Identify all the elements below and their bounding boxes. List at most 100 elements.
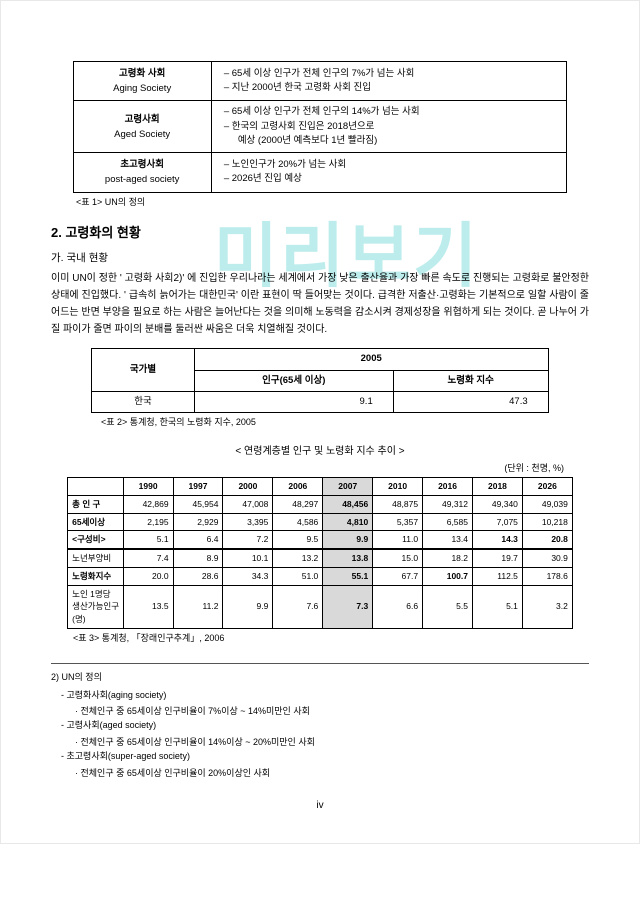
table-row: 총 인 구42,86945,95447,00848,29748,45648,87…: [68, 495, 573, 513]
t3-cell: 7.4: [123, 549, 173, 567]
t3-y6: 2016: [423, 478, 473, 496]
t3-y3: 2006: [273, 478, 323, 496]
t3-cell: 20.0: [123, 567, 173, 585]
t3-y8: 2026: [522, 478, 572, 496]
t3-cell: 5.1: [123, 531, 173, 549]
t3-y7: 2018: [473, 478, 523, 496]
fn-item-2: - 초고령사회(super-aged society): [61, 749, 589, 763]
t3-cell: 30.9: [522, 549, 572, 567]
t3-cell: 2,929: [173, 513, 223, 531]
table-age-trend: 1990 1997 2000 2006 2007 2010 2016 2018 …: [67, 477, 573, 629]
t3-y0: 1990: [123, 478, 173, 496]
t3-cell: 55.1: [323, 567, 373, 585]
t3-cell: 7,075: [473, 513, 523, 531]
fn-sub-0: · 전체인구 중 65세이상 인구비율이 7%이상 ~ 14%미만인 사회: [75, 704, 589, 718]
t1-r2-ko: 초고령사회: [120, 159, 164, 170]
t3-cell: 4,810: [323, 513, 373, 531]
t1-r1-en: Aged Society: [114, 129, 170, 140]
table-society-defs: 고령화 사회 Aging Society 65세 이상 인구가 전체 인구의 7%…: [73, 61, 568, 193]
t3-cell: 2,195: [123, 513, 173, 531]
t1-r0-ko: 고령화 사회: [119, 68, 165, 79]
t3-cell: 8.9: [173, 549, 223, 567]
t3-cell: 5.5: [423, 585, 473, 628]
fn-item-0: - 고령화사회(aging society): [61, 688, 589, 702]
t3-cell: 10,218: [522, 513, 572, 531]
t3-cell: 67.7: [373, 567, 423, 585]
t3-cell: 4,586: [273, 513, 323, 531]
t3-rowname: 노인 1명당 생산가능인구 (명): [68, 585, 124, 628]
table-row: 노령화지수20.028.634.351.055.167.7100.7112.51…: [68, 567, 573, 585]
fn-sub-1: · 전체인구 중 65세이상 인구비율이 14%이상 ~ 20%미만인 사회: [75, 735, 589, 749]
table-row: 65세이상2,1952,9293,3954,5864,8105,3576,585…: [68, 513, 573, 531]
t3-cell: 49,340: [473, 495, 523, 513]
t3-cell: 11.0: [373, 531, 423, 549]
t2-idx: 47.3: [393, 391, 548, 412]
t3-cell: 5,357: [373, 513, 423, 531]
table2-caption: <표 2> 통계청, 한국의 노령화 지수, 2005: [101, 416, 589, 430]
t3-cell: 45,954: [173, 495, 223, 513]
t3-cell: 178.6: [522, 567, 572, 585]
t3-cell: 48,875: [373, 495, 423, 513]
t3-cell: 42,869: [123, 495, 173, 513]
t1-r0-b1: 65세 이상 인구가 전체 인구의 7%가 넘는 사회: [224, 67, 559, 81]
t3-rowname: 노년부양비: [68, 549, 124, 567]
section2-title: 2. 고령화의 현황: [51, 223, 589, 243]
table-row: 초고령사회post-aged society 노인인구가 20%가 넘는 사회 …: [73, 153, 567, 192]
table-row: 노년부양비7.48.910.113.213.815.018.219.730.9: [68, 549, 573, 567]
t3-rowname: 총 인 구: [68, 495, 124, 513]
t3-cell: 9.9: [323, 531, 373, 549]
t3-cell: 7.6: [273, 585, 323, 628]
t3-cell: 9.9: [223, 585, 273, 628]
fn-item-1: - 고령사회(aged society): [61, 718, 589, 732]
t3-cell: 13.5: [123, 585, 173, 628]
t3-cell: 47,008: [223, 495, 273, 513]
t1-r2-b2: 2026년 진입 예상: [224, 172, 559, 186]
t2-country: 한국: [92, 391, 194, 412]
t3-cell: 7.2: [223, 531, 273, 549]
t3-rowname: <구성비>: [68, 531, 124, 549]
footnotes: 2) UN의 정의 - 고령화사회(aging society) · 전체인구 …: [51, 663, 589, 780]
t3-y1: 1997: [173, 478, 223, 496]
t3-cell: 9.5: [273, 531, 323, 549]
t3-cell: 19.7: [473, 549, 523, 567]
table-row: 고령사회 Aged Society 65세 이상 인구가 전체 인구의 14%가 …: [73, 101, 567, 153]
table3-unit: (단위 : 천명, %): [51, 462, 564, 476]
t2-pop: 9.1: [194, 391, 393, 412]
t3-rowname: 65세이상: [68, 513, 124, 531]
table1-caption: <표 1> UN의 정의: [76, 196, 589, 210]
t3-y4: 2007: [323, 478, 373, 496]
t1-r2-b1: 노인인구가 20%가 넘는 사회: [224, 158, 559, 172]
t3-cell: 13.4: [423, 531, 473, 549]
t3-cell: 6,585: [423, 513, 473, 531]
table3-caption: <표 3> 통계청, 「장래인구추계」, 2006: [73, 632, 589, 646]
t3-cell: 34.3: [223, 567, 273, 585]
t1-r0-b2: 지난 2000년 한국 고령화 사회 진입: [224, 81, 559, 95]
table-row: 고령화 사회 Aging Society 65세 이상 인구가 전체 인구의 7%…: [73, 62, 567, 101]
t3-cell: 18.2: [423, 549, 473, 567]
t3-rowname: 노령화지수: [68, 567, 124, 585]
t3-y2: 2000: [223, 478, 273, 496]
table3-title: < 연령계층별 인구 및 노령화 지수 추이 >: [51, 444, 589, 459]
t2-h-year: 2005: [194, 349, 548, 370]
t3-cell: 49,312: [423, 495, 473, 513]
t3-cell: 5.1: [473, 585, 523, 628]
t1-r1-b1: 65세 이상 인구가 전체 인구의 14%가 넘는 사회: [224, 105, 559, 119]
t3-cell: 6.6: [373, 585, 423, 628]
t3-cell: 3,395: [223, 513, 273, 531]
t3-cell: 28.6: [173, 567, 223, 585]
t1-r1-ko: 고령사회: [125, 114, 160, 125]
t3-cell: 48,456: [323, 495, 373, 513]
t3-cell: 6.4: [173, 531, 223, 549]
t1-r0-en: Aging Society: [113, 83, 171, 94]
t3-cell: 49,039: [522, 495, 572, 513]
t2-h-idx: 노령화 지수: [393, 370, 548, 391]
page-number: iv: [51, 798, 589, 813]
section2-sub: 가. 국내 현황: [51, 251, 589, 267]
t1-r1-b3: 예상 (2000년 예측보다 1년 빨라짐): [224, 135, 377, 146]
section2-para: 이미 UN이 정한 ' 고령화 사회2)' 에 진입한 우리나라는 세계에서 가…: [51, 270, 589, 338]
t2-h-country: 국가별: [92, 349, 194, 392]
fn-title: 2) UN의 정의: [51, 670, 589, 684]
t3-cell: 7.3: [323, 585, 373, 628]
t3-cell: 3.2: [522, 585, 572, 628]
t1-r2-en: post-aged society: [105, 174, 179, 185]
